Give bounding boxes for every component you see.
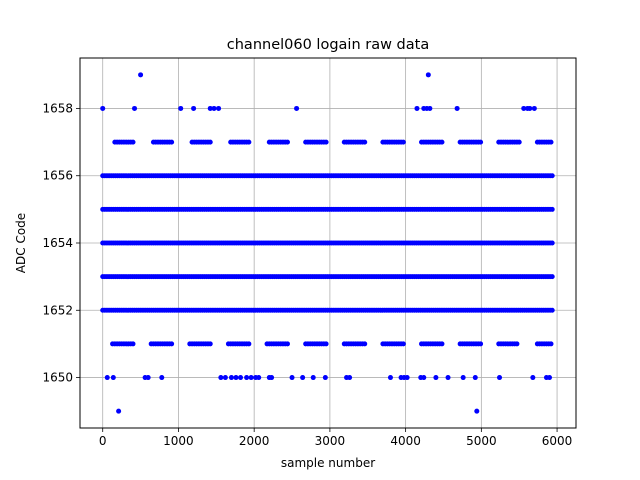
data-point (439, 139, 445, 145)
data-point (404, 375, 410, 381)
data-point (530, 375, 536, 381)
data-point (159, 375, 165, 381)
data-point (433, 375, 439, 381)
y-tick-label: 1658 (42, 101, 73, 115)
x-tick-label: 6000 (542, 434, 573, 448)
data-point (549, 240, 555, 246)
data-point (284, 139, 290, 145)
data-point (472, 375, 478, 381)
data-point (228, 375, 234, 381)
y-tick-label: 1650 (42, 371, 73, 385)
data-point (362, 341, 368, 347)
data-point (207, 105, 213, 111)
data-point (400, 139, 406, 145)
x-axis-label: sample number (281, 456, 375, 470)
data-point (256, 375, 262, 381)
data-point (425, 72, 431, 78)
data-point (294, 105, 300, 111)
axis-ticks: 0 1000 2000 3000 4000 5000 6000 1650 1652 1654 165… (42, 101, 572, 448)
data-point (546, 375, 552, 381)
data-point (169, 139, 175, 145)
data-point (116, 408, 122, 414)
data-point (110, 375, 116, 381)
data-point (130, 139, 136, 145)
data-point (549, 307, 555, 313)
y-tick-label: 1656 (42, 169, 73, 183)
data-point (130, 341, 136, 347)
data-point (246, 139, 252, 145)
data-point (548, 139, 554, 145)
y-axis-label: ADC Code (14, 213, 28, 273)
x-tick-label: 3000 (315, 434, 346, 448)
data-point (427, 105, 433, 111)
data-point (289, 375, 295, 381)
data-point (211, 105, 217, 111)
x-tick-label: 5000 (466, 434, 497, 448)
data-point (269, 375, 275, 381)
data-point (207, 139, 213, 145)
data-point (421, 375, 427, 381)
data-point (132, 105, 138, 111)
data-point (222, 375, 228, 381)
data-point (216, 105, 222, 111)
data-point (387, 375, 393, 381)
data-point (310, 375, 316, 381)
chart-title: channel060 logain raw data (227, 37, 429, 53)
data-point (400, 341, 406, 347)
data-point (460, 375, 466, 381)
data-point (323, 341, 329, 347)
data-point (478, 139, 484, 145)
data-point (238, 375, 244, 381)
data-points (100, 72, 555, 414)
data-point (521, 105, 527, 111)
data-point (300, 375, 306, 381)
data-point (478, 341, 484, 347)
y-tick-label: 1652 (42, 303, 73, 317)
data-point (527, 105, 533, 111)
data-point (138, 72, 144, 78)
data-point (548, 341, 554, 347)
x-tick-label: 2000 (239, 434, 270, 448)
data-point (323, 139, 329, 145)
data-point (104, 375, 110, 381)
data-point (100, 105, 106, 111)
data-point (246, 341, 252, 347)
data-point (516, 139, 522, 145)
data-point (178, 105, 184, 111)
data-point (218, 375, 224, 381)
data-point (244, 375, 250, 381)
data-point (439, 341, 445, 347)
data-point (284, 341, 290, 347)
data-point (445, 375, 451, 381)
x-tick-label: 4000 (390, 434, 421, 448)
data-point (497, 375, 503, 381)
data-point (549, 206, 555, 212)
data-point (549, 173, 555, 179)
x-tick-label: 0 (99, 434, 107, 448)
data-point (191, 105, 197, 111)
data-point (233, 375, 239, 381)
data-point (322, 375, 328, 381)
data-point (514, 341, 520, 347)
data-point (474, 408, 480, 414)
data-point (549, 274, 555, 280)
data-point (347, 375, 353, 381)
data-point (531, 105, 537, 111)
x-tick-label: 1000 (163, 434, 194, 448)
data-point (145, 375, 151, 381)
data-point (248, 375, 254, 381)
data-point (454, 105, 460, 111)
data-point (207, 341, 213, 347)
data-point (414, 105, 420, 111)
data-point (362, 139, 368, 145)
data-point (169, 341, 175, 347)
y-tick-label: 1654 (42, 236, 73, 250)
